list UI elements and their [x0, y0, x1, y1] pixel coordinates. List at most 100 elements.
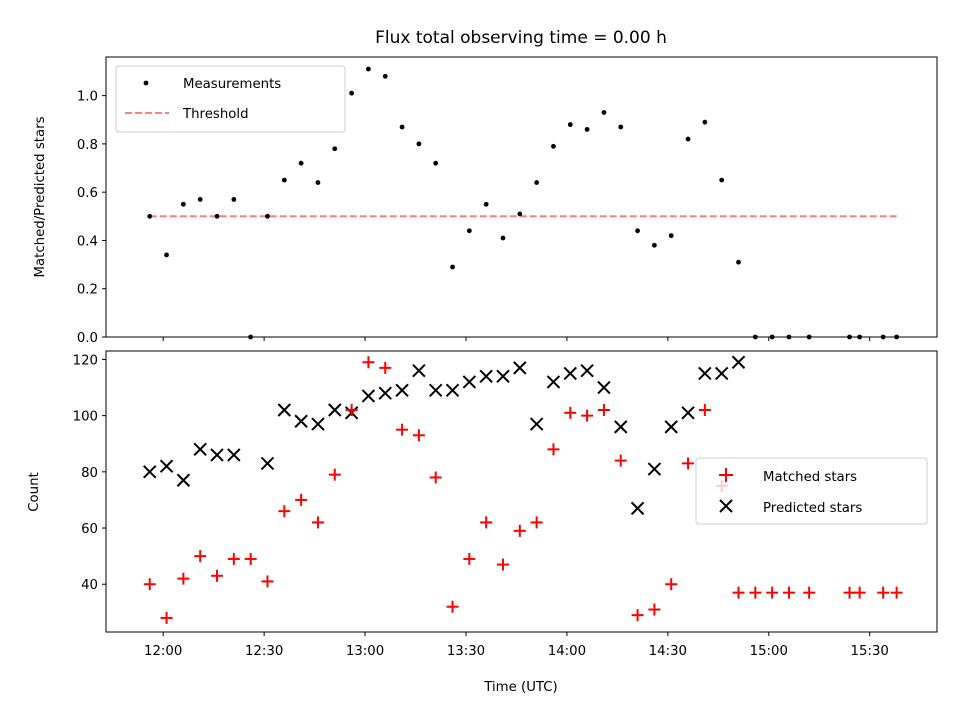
bottom-legend: Matched stars Predicted stars [695, 457, 928, 525]
measurement-point [584, 127, 590, 132]
matched-stars-point [547, 443, 560, 456]
predicted-stars-point [496, 369, 510, 383]
measurement-point [466, 228, 472, 234]
measurement-point [416, 141, 422, 147]
matched-stars-point [362, 356, 375, 369]
legend-predicted-label: Predicted stars [763, 501, 862, 516]
bottom-x-tick-label: 15:00 [750, 644, 788, 659]
top-axes-frame [105, 56, 938, 338]
predicted-stars-point [445, 383, 460, 398]
predicted-stars-point [227, 448, 241, 462]
measurement-point [702, 119, 708, 125]
legend-measurements-label: Measurements [183, 77, 281, 92]
predicted-stars-point [159, 459, 174, 473]
bottom-y-ticks: 40 60 80 100 120 [73, 353, 106, 593]
measurement-point [534, 180, 540, 185]
top-y-tick-label: 0.4 [77, 234, 98, 249]
measurement-point [651, 242, 657, 248]
matched-stars-point [227, 552, 240, 565]
legend-threshold-label: Threshold [182, 107, 249, 122]
measurement-point [685, 136, 691, 142]
matched-stars-point [749, 586, 762, 599]
measurement-point [399, 124, 405, 130]
measurement-point [231, 197, 237, 202]
measurement-point [366, 66, 371, 72]
top-chart-title: Flux total observing time = 0.00 h [375, 28, 667, 48]
matched-stars-point [496, 558, 509, 571]
matched-stars-point [278, 505, 291, 518]
predicted-stars-point [647, 462, 662, 476]
measurement-point [483, 201, 489, 207]
top-y-tick-label: 0.0 [77, 331, 98, 346]
matched-stars-point [782, 586, 795, 599]
legend-predicted-marker [719, 499, 733, 513]
predicted-stars-point [176, 473, 191, 487]
legend-measurements-marker [143, 80, 149, 86]
matched-stars-point [345, 404, 358, 417]
top-y-tick-label: 0.2 [77, 283, 98, 298]
matched-stars-point [295, 493, 308, 506]
top-y-axis-label: Matched/Predicted stars [33, 116, 48, 277]
measurement-point [450, 264, 455, 270]
legend-matched-label: Matched stars [763, 470, 857, 485]
bottom-x-tick-label: 12:00 [144, 644, 182, 659]
matched-stars-point [261, 575, 274, 588]
predicted-stars-point [614, 420, 628, 434]
bottom-x-tick-label: 14:30 [649, 644, 687, 659]
matched-stars-point [143, 578, 156, 591]
matched-stars-point [412, 429, 425, 442]
matched-stars-point [244, 552, 257, 565]
measurement-point [551, 143, 556, 149]
predicted-stars-point [664, 420, 678, 434]
predicted-stars-point [412, 363, 426, 378]
top-y-tick-label: 0.8 [77, 138, 98, 153]
bottom-y-axis-label: Count [27, 472, 42, 512]
bottom-legend-box [695, 457, 928, 525]
predicted-stars-point [210, 448, 224, 462]
predicted-stars-point [311, 417, 325, 431]
matched-stars-point [853, 586, 866, 599]
top-legend-box [115, 65, 346, 133]
predicted-stars-point [681, 406, 695, 420]
top-y-tick-label: 1.0 [77, 90, 98, 105]
predicted-stars-point [193, 442, 207, 457]
predicted-stars-point [479, 369, 493, 383]
bottom-x-tick-label: 13:00 [346, 644, 384, 659]
matched-stars-point [877, 586, 890, 599]
matched-stars-point [211, 569, 224, 582]
top-panel: Flux total observing time = 0.00 h 0.0 0.… [33, 28, 938, 346]
measurement-point [281, 177, 287, 183]
bottom-y-tick-label: 120 [73, 353, 98, 368]
matched-stars-point [194, 550, 207, 563]
measurement-point [433, 160, 439, 166]
top-y-ticks: 0.0 0.2 0.4 0.6 0.8 1.0 [77, 90, 106, 346]
predicted-stars-point [328, 403, 342, 417]
predicted-stars-point [529, 417, 544, 431]
bottom-x-tick-label: 13:30 [447, 644, 485, 659]
matched-stars-point [682, 457, 695, 470]
bottom-x-tick-label: 12:30 [245, 644, 283, 659]
matched-stars-point [379, 361, 392, 374]
predicted-stars-point [698, 366, 712, 381]
predicted-stars-point [462, 375, 477, 389]
measurement-point [668, 233, 674, 239]
bottom-y-tick-label: 100 [73, 410, 98, 425]
matched-stars-point [648, 603, 661, 616]
matched-stars-point [843, 586, 856, 599]
measurement-point [164, 252, 169, 258]
matched-stars-point [890, 586, 903, 599]
predicted-stars-point [294, 414, 308, 428]
measurement-point [736, 259, 741, 265]
measurement-point [601, 110, 607, 115]
matched-stars-point [665, 578, 678, 591]
predicted-stars-point [714, 366, 729, 381]
predicted-stars-point [361, 389, 376, 403]
matched-stars-point [328, 468, 341, 481]
top-legend: Measurements Threshold [115, 65, 346, 133]
top-x-ticks [162, 337, 871, 341]
measurement-point [147, 213, 153, 219]
measurement-point [567, 122, 573, 127]
measurement-point [500, 235, 506, 241]
matched-stars-point [631, 609, 644, 622]
